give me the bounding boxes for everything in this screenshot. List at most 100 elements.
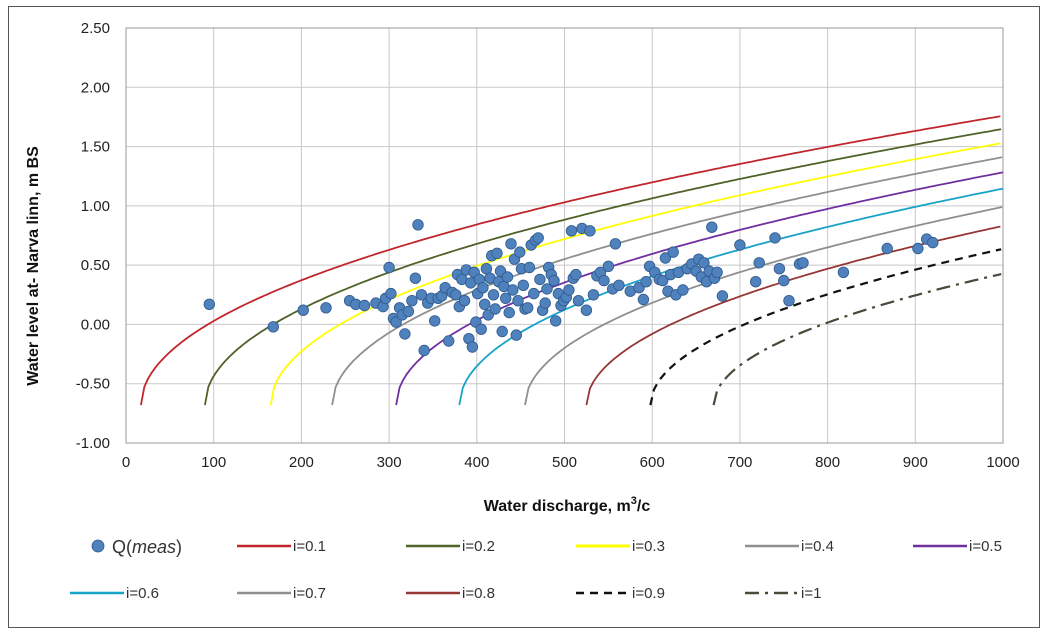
data-point [480, 263, 493, 275]
y-tick-label: 1.00 [81, 198, 110, 215]
data-point [505, 238, 517, 250]
grid [125, 27, 1004, 444]
x-tick-label: 0 [122, 454, 130, 471]
chart-frame [8, 6, 1040, 628]
data-point [418, 344, 430, 357]
legend-label: i=0.8 [462, 585, 495, 602]
legend-label: i=0.4 [801, 538, 834, 555]
data-point [267, 321, 280, 333]
data-point [563, 284, 575, 296]
data-point [783, 295, 795, 307]
data-point [773, 263, 786, 275]
data-point [496, 325, 508, 338]
data-point [548, 274, 560, 287]
data-point [479, 298, 491, 311]
legend-item-i-0-2: i=0.2 [406, 538, 495, 555]
data-point [517, 279, 530, 292]
data-point [534, 273, 546, 286]
data-point [750, 276, 762, 288]
curve-i-1 [712, 273, 1002, 406]
data-point [409, 272, 422, 284]
legend-item-i-0-5: i=0.5 [913, 538, 1002, 555]
y-tick-label: 1.50 [81, 139, 110, 156]
data-point [443, 335, 455, 347]
x-tick-labels: 0 100 200 300 400 500 600 700 800 900 1000 [122, 454, 1020, 471]
data-point [570, 268, 582, 281]
curve-series [140, 115, 1004, 406]
y-axis-title: Water level at- Narva linn, m BS [25, 146, 42, 386]
legend-label-q-meas: Q(meas) [112, 537, 182, 557]
curve-i-0-8 [585, 225, 1001, 406]
data-point [383, 261, 395, 274]
legend-item-i-0-9: i=0.9 [576, 585, 665, 602]
data-point [565, 225, 578, 237]
data-point [501, 271, 514, 283]
data-point [489, 303, 501, 315]
legend: Q(meas) i=0.1 i=0.2 i=0.3 i=0.4 i=0.5 i=0.6 i=… [70, 537, 1002, 602]
legend-item-i-0-6: i=0.6 [70, 585, 159, 602]
y-tick-labels: 2.50 2.00 1.50 1.00 0.50 0.00 -0.50 -1.00 [76, 20, 110, 452]
legend-label: i=0.3 [632, 538, 665, 555]
data-point [640, 276, 652, 288]
data-point [507, 284, 519, 296]
y-tick-label: 2.00 [81, 79, 110, 96]
data-point [297, 304, 309, 316]
y-tick-label: 2.50 [81, 20, 110, 37]
data-point [510, 329, 523, 341]
data-point [584, 225, 596, 237]
x-tick-label: 300 [377, 454, 402, 471]
x-tick-label: 900 [903, 454, 928, 471]
data-point [523, 261, 536, 274]
data-point [706, 221, 718, 233]
legend-label: i=1 [801, 585, 821, 602]
data-point [512, 295, 524, 307]
data-point [402, 305, 415, 318]
x-tick-label: 800 [815, 454, 840, 471]
data-point [912, 242, 924, 255]
x-tick-label: 700 [727, 454, 752, 471]
x-tick-label: 100 [201, 454, 226, 471]
data-point [475, 323, 487, 335]
data-point [613, 279, 625, 292]
data-point [550, 315, 562, 327]
data-point [528, 287, 540, 300]
data-point [657, 274, 669, 287]
data-point [385, 287, 397, 300]
data-point [580, 304, 593, 316]
data-point [769, 232, 781, 244]
curve-i-0-4 [331, 156, 1003, 406]
data-point [667, 246, 679, 258]
y-tick-label: -1.00 [76, 435, 110, 452]
data-point [522, 302, 534, 314]
legend-item-i-0-1: i=0.1 [237, 538, 326, 555]
y-tick-label: -0.50 [76, 376, 110, 393]
x-tick-label: 600 [640, 454, 665, 471]
data-point [477, 282, 489, 294]
data-point [399, 328, 411, 340]
data-point [514, 246, 526, 258]
data-point [406, 295, 418, 307]
data-point [503, 306, 515, 319]
data-point [572, 295, 585, 307]
data-point [450, 289, 462, 301]
data-point [711, 266, 723, 279]
data-point [487, 289, 500, 301]
data-point [458, 295, 471, 307]
data-point [320, 302, 332, 314]
data-point [429, 315, 441, 327]
legend-item-q-meas: Q(meas) [91, 537, 182, 557]
legend-label: i=0.7 [293, 585, 326, 602]
curve-i-0-9 [649, 248, 1002, 406]
x-axis-title: Water discharge, m3/c [484, 495, 651, 515]
data-point [677, 284, 689, 296]
legend-label: i=0.1 [293, 538, 326, 555]
data-point [390, 316, 402, 328]
legend-item-i-0-7: i=0.7 [237, 585, 326, 602]
data-point [466, 341, 479, 353]
data-point [412, 219, 424, 231]
plot-area-border [125, 27, 1004, 444]
data-point [203, 298, 216, 311]
data-point [491, 247, 503, 260]
data-point [532, 232, 544, 244]
data-point [881, 242, 893, 255]
